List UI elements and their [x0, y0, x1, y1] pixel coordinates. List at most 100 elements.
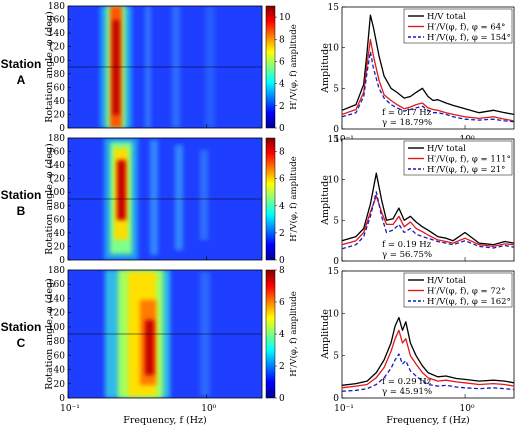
spectrum-c-series-line — [342, 316, 514, 386]
heatmap-b-ytick-label: 160 — [48, 148, 65, 158]
heatmap-c-ytick-label: 180 — [48, 266, 65, 276]
svg-text:B: B — [17, 204, 26, 218]
spectrum-b-series-line — [342, 172, 514, 246]
spectrum-a-ytick-label: 10 — [328, 44, 340, 54]
spectrum-c-lines — [342, 316, 514, 392]
spectrum-b-lines — [342, 172, 514, 250]
heatmap-a-ytick-label: 140 — [48, 29, 65, 39]
colorbar-b-tick-label: 8 — [279, 148, 285, 158]
station-label-c: Station C — [1, 320, 42, 350]
spectrum-c-ytick-label: 10 — [328, 309, 340, 319]
spectrum-b-series-line — [342, 191, 514, 250]
spectrum-a-legend-label: H′/V(φ, f), φ = 64° — [427, 22, 505, 33]
spectrum-b-peak-freq: f = 0.19 Hz — [382, 240, 432, 250]
colorbar-a-tick-label: 2 — [279, 102, 285, 112]
heatmap-b-stripe — [150, 140, 158, 255]
heatmap-c-band-core — [145, 320, 154, 375]
colorbar-c-tick-label: 6 — [279, 298, 285, 308]
station-label-a: Station A — [1, 57, 42, 87]
svg-text:Station: Station — [1, 320, 42, 334]
heatmap-a-frame — [67, 5, 263, 129]
spectrum-b-legend-label: H′/V(φ, f), φ = 21° — [427, 164, 505, 175]
heatmap-b-ytick-label: 180 — [48, 134, 65, 144]
colorbar-c-gradient — [265, 269, 276, 399]
heatmap-a-ytick-label: 0 — [59, 124, 65, 134]
heatmap-b-ylabel: Rotation angle, φ (deg) — [44, 143, 55, 255]
heatmap-c-ytick-label: 120 — [48, 309, 65, 319]
colorbar-c-tick-label: 4 — [279, 330, 285, 340]
spectra-xlabel: Frequency, f (Hz) — [386, 415, 469, 426]
heatmap-c-ytick-label: 140 — [48, 294, 65, 304]
heatmap-panel-c: 0 20 40 60 80 100 120 140 160 180 10⁻¹ 10⁰ Rotation… — [44, 266, 263, 426]
spectrum-b-ylabel: Amplitude — [320, 175, 331, 226]
heatmap-c-ylabel: Rotation angle, φ (deg) — [44, 278, 55, 390]
colorbar-a-tick-label: 4 — [279, 80, 285, 90]
station-label-b: Station B — [1, 188, 42, 218]
spectrum-c-series-line — [342, 329, 514, 389]
spectrum-a-ylabel: Amplitude — [320, 43, 331, 94]
spectrum-a-peak-freq: f = 0.17 Hz — [382, 108, 432, 118]
heatmap-c-ytick-label: 60 — [54, 351, 66, 361]
heatmap-b-ytick-label: 140 — [48, 161, 65, 171]
colorbar-a-tick-label: 6 — [279, 57, 285, 67]
heatmap-panel-a: 0 20 40 60 80 100 120 140 160 180 Rotation angle,… — [44, 2, 263, 134]
colorbar-b-tick-label: 2 — [279, 229, 285, 239]
heatmap-b-stripe — [175, 145, 183, 250]
svg-text:C: C — [17, 336, 26, 350]
heatmap-a-ytick-label: 80 — [54, 70, 66, 80]
spectrum-c-ytick-label: 0 — [333, 394, 339, 404]
spectrum-c-ylabel: Amplitude — [320, 309, 331, 360]
heatmap-b-stripe — [200, 150, 208, 240]
colorbar-a: 0 2 4 6 8 10 H′/V(φ, f) amplitude — [265, 5, 299, 134]
colorbar-a-label: H′/V(φ, f) amplitude — [288, 24, 299, 110]
heatmap-xtick-label: 10⁻¹ — [60, 404, 80, 414]
heatmap-b-ytick-label: 80 — [54, 202, 66, 212]
heatmap-b-ytick-label: 120 — [48, 175, 65, 185]
heatmap-c-ytick-label: 20 — [54, 380, 66, 390]
colorbar-b: 0 2 4 6 8 H′/V(φ, f) amplitude — [265, 137, 299, 266]
heatmap-panel-b: 0 20 40 60 80 100 120 140 160 180 Rotation angle,… — [44, 134, 263, 266]
spectrum-c-legend-label: H′/V(φ, f), φ = 72° — [427, 286, 505, 297]
colorbar-b-tick-label: 0 — [279, 256, 285, 266]
spectrum-b-legend-label: H/V total — [427, 144, 466, 154]
spectrum-c-gamma: γ = 45.91% — [382, 387, 432, 397]
spectrum-c-ytick-label: 15 — [328, 267, 340, 277]
colorbar-c: 0 2 4 6 8 H′/V(φ, f) amplitude — [265, 266, 299, 404]
colorbar-c-label: H′/V(φ, f) amplitude — [288, 291, 299, 377]
spectrum-c-ytick-label: 5 — [333, 352, 339, 362]
heatmap-c-frame — [67, 269, 263, 399]
heatmap-xlabel: Frequency, f (Hz) — [123, 415, 206, 426]
spectrum-a-legend-label: H′/V(φ, f), φ = 154° — [427, 32, 511, 43]
spectrum-c-xtick-label: 10⁰ — [460, 404, 475, 414]
spectrum-a-lines — [342, 14, 514, 123]
colorbar-a-tick-label: 0 — [279, 124, 285, 134]
spectrum-a-ytick-label: 15 — [328, 3, 340, 13]
spectrum-a-legend-label: H/V total — [427, 12, 466, 22]
heatmap-a-ytick-label: 60 — [54, 83, 66, 93]
heatmap-a-ytick-label: 40 — [54, 97, 66, 107]
heatmap-a-ylabel: Rotation angle, φ (deg) — [44, 11, 55, 123]
heatmap-b-ytick-label: 40 — [54, 229, 66, 239]
spectrum-c-peak-freq: f = 0.29 Hz — [382, 377, 432, 387]
spectrum-c-legend-label: H′/V(φ, f), φ = 162° — [427, 296, 511, 307]
colorbar-c-tick-label: 8 — [279, 266, 285, 276]
heatmap-b-frame — [67, 137, 263, 261]
heatmap-b-ytick-label: 60 — [54, 215, 66, 225]
colorbar-b-tick-label: 4 — [279, 202, 285, 212]
heatmap-a-ytick-label: 20 — [54, 110, 66, 120]
spectrum-a-series-line — [342, 51, 514, 123]
colorbar-b-gradient — [265, 137, 276, 261]
colorbar-c-tick-label: 2 — [279, 362, 285, 372]
spectrum-b-legend-label: H′/V(φ, f), φ = 111° — [427, 154, 511, 165]
spectrum-b-ytick-label: 5 — [333, 216, 339, 226]
heatmap-b-ytick-label: 20 — [54, 242, 66, 252]
heatmap-c-ytick-label: 80 — [54, 337, 66, 347]
colorbar-b-label: H′/V(φ, f) amplitude — [288, 156, 299, 242]
heatmap-a-ytick-label: 100 — [48, 56, 65, 66]
spectrum-b-ytick-label: 0 — [333, 257, 339, 267]
spectrum-c-legend-label: H/V total — [427, 276, 466, 286]
